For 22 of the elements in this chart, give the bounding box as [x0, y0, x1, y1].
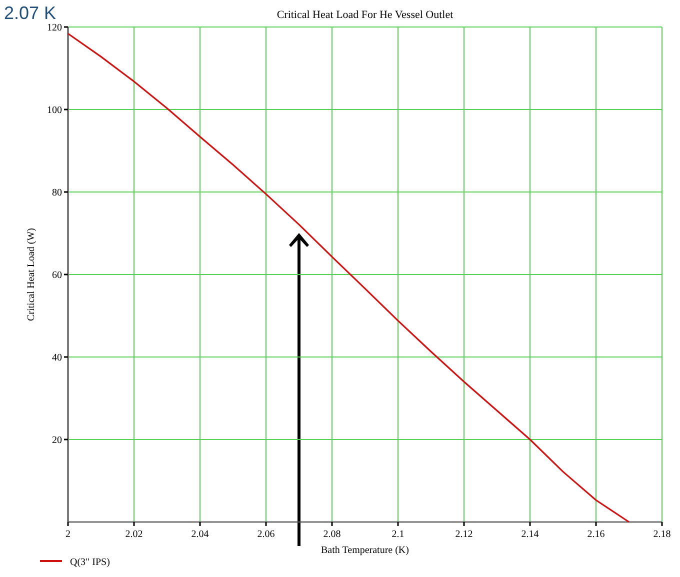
x-tick-label: 2.08: [323, 529, 341, 540]
y-tick-label: 100: [47, 105, 62, 116]
x-tick-label: 2.06: [257, 529, 275, 540]
text: 2.07 K: [4, 3, 56, 23]
y-tick-label: 20: [52, 435, 62, 446]
x-tick-label: 2.14: [521, 529, 539, 540]
legend-label: Q(3" IPS): [70, 557, 110, 568]
x-tick-label: 2: [66, 529, 70, 540]
x-tick-label: 2.04: [191, 529, 209, 540]
y-axis-title: Critical Heat Load (W): [26, 228, 37, 322]
y-tick-label: 120: [47, 22, 62, 34]
x-tick-label: 2.18: [653, 529, 671, 540]
y-tick-label: 80: [52, 188, 62, 198]
y-tick-label: 60: [52, 270, 62, 281]
line-series: [67, 32, 630, 523]
y-tick-label: 40: [52, 352, 62, 364]
x-tick-label: 2.12: [455, 529, 473, 540]
x-tick-label: 2.1: [392, 529, 404, 540]
x-tick-label: 2.16: [587, 529, 605, 540]
x-tick-label: 2.02: [125, 529, 143, 540]
chart-title: Critical Heat Load For He Vessel Outlet: [276, 9, 454, 21]
x-axis-title: Bath Temperature (K): [321, 545, 409, 556]
